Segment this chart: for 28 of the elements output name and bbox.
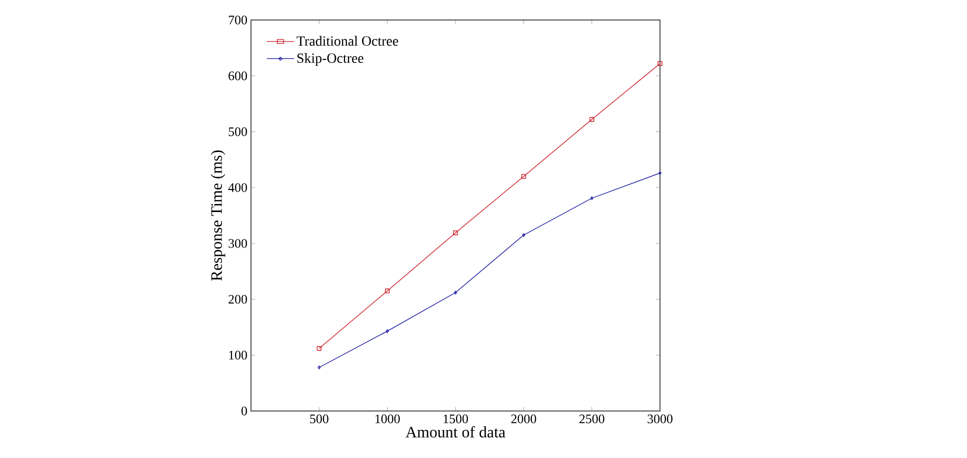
- point: [454, 290, 458, 294]
- legend-label: Traditional Octree: [296, 36, 398, 46]
- point: [590, 196, 594, 200]
- x-tick-label: 1000: [376, 414, 400, 424]
- y-tick-label: 700: [228, 16, 247, 24]
- x-axis-title: Amount of data: [406, 426, 506, 438]
- x-tick-label: 500: [310, 414, 328, 424]
- x-tick-label: 2000: [511, 414, 536, 424]
- y-tick-label: 600: [228, 71, 247, 80]
- point: [316, 346, 322, 351]
- legend-label: Skip-Octree: [297, 53, 364, 66]
- y-tick-label: 300: [228, 239, 247, 248]
- point: [522, 233, 526, 237]
- x-tick-label: 2500: [579, 414, 604, 424]
- y-tick-label: 100: [229, 350, 247, 360]
- y-axis-title: Response Time (ms): [210, 150, 226, 281]
- x-tick-label: 3000: [648, 414, 672, 424]
- point: [521, 174, 526, 179]
- point: [384, 288, 390, 294]
- point: [589, 117, 594, 122]
- x-tick-label: 1500: [444, 414, 468, 424]
- y-tick-label: 0: [242, 406, 247, 416]
- point: [453, 230, 458, 236]
- y-tick-label: 400: [228, 183, 247, 192]
- point: [658, 61, 662, 66]
- point: [386, 329, 389, 334]
- y-tick-label: 500: [228, 127, 247, 136]
- y-tick-label: 200: [228, 294, 247, 304]
